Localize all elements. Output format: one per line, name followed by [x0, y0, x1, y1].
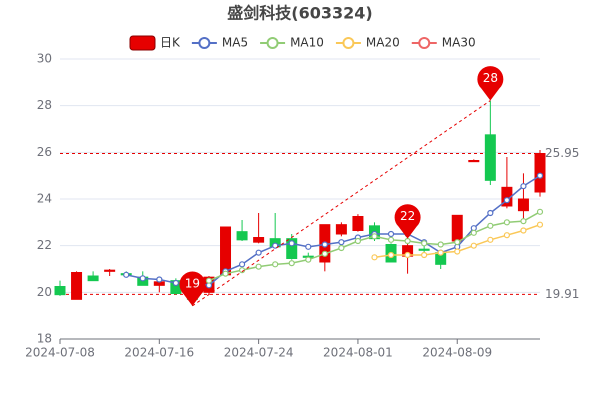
y-tick-label: 18 [37, 332, 52, 346]
candle-body [517, 198, 529, 212]
x-tick-label: 2024-08-09 [422, 346, 492, 360]
candle-body [220, 226, 232, 276]
ma-point [487, 236, 494, 243]
ma-point [520, 183, 527, 190]
ma-point [503, 197, 510, 204]
ma-point [338, 244, 345, 252]
legend-marker [418, 37, 431, 49]
mark-point [477, 66, 504, 101]
ma-point [321, 250, 328, 257]
ma-point [172, 279, 179, 287]
mark-line-label: 19.91 [545, 287, 579, 301]
ma-point [238, 261, 246, 268]
legend-label: MA5 [222, 36, 248, 50]
ma-point [338, 239, 345, 246]
ma-point [536, 208, 544, 215]
ma-point [536, 172, 544, 179]
candle-body [335, 224, 347, 235]
ma-point [520, 227, 527, 234]
ma-point [321, 241, 328, 248]
ma-point [288, 260, 295, 267]
ma-point [371, 254, 378, 261]
trend-line [192, 100, 491, 307]
y-tick-label: 26 [37, 145, 52, 159]
ma-point [437, 241, 444, 248]
ma-point [503, 219, 510, 226]
candle-body [286, 238, 298, 260]
candle-body [484, 134, 496, 181]
legend-label: MA20 [366, 36, 400, 50]
ma-point [354, 237, 362, 245]
ma-point [139, 275, 146, 282]
mark-point [394, 204, 421, 239]
ma-point [454, 239, 461, 246]
x-tick-label: 2024-07-08 [25, 346, 95, 360]
legend-icon [129, 35, 156, 51]
ma-point [454, 248, 461, 255]
legend-label: MA30 [442, 36, 476, 50]
ma-point [387, 251, 395, 259]
y-tick-label: 24 [37, 192, 52, 206]
ma-point [205, 277, 213, 284]
legend-label: MA10 [290, 36, 324, 50]
legend-marker [342, 37, 355, 49]
x-tick-label: 2024-07-24 [224, 346, 294, 360]
candle-body [253, 237, 265, 243]
ma-point [371, 233, 378, 240]
candle-body [87, 275, 99, 282]
ma-point [255, 263, 262, 270]
ma-point [520, 218, 527, 225]
ma-point [387, 236, 395, 243]
ma-point [470, 229, 477, 236]
chart-title: 盛剑科技(603324) [227, 4, 372, 23]
y-tick-label: 28 [37, 98, 52, 112]
legend-marker [266, 37, 279, 49]
ma-point [288, 240, 295, 247]
ma-point [387, 230, 395, 238]
candle-body [71, 272, 83, 300]
ma-point [238, 267, 246, 274]
ma-point [503, 232, 510, 239]
candle-body [451, 214, 463, 242]
candle-body [236, 231, 248, 241]
y-tick-label: 22 [37, 238, 52, 252]
ma-point [305, 243, 312, 250]
candle-body [418, 248, 430, 251]
mark-point-label: 28 [483, 71, 498, 85]
candle-body [352, 216, 364, 231]
ma-point [305, 256, 312, 263]
ma-point [536, 221, 544, 228]
ma-point [487, 209, 494, 217]
ma-point [404, 251, 411, 259]
x-tick-label: 2024-08-01 [323, 346, 393, 360]
mark-point-label: 19 [185, 276, 200, 290]
candle-body [468, 160, 480, 163]
legend-label: 日K [160, 36, 181, 50]
ma-point [421, 251, 428, 259]
mark-point-label: 22 [400, 209, 415, 223]
ma-point [255, 249, 262, 256]
mark-point [179, 271, 206, 306]
ma-point [487, 222, 494, 229]
legend-marker [198, 37, 211, 49]
candle-body [104, 269, 116, 272]
ma-point [222, 270, 229, 277]
y-tick-label: 20 [37, 285, 52, 299]
y-tick-label: 30 [37, 52, 52, 66]
ma-point [272, 261, 279, 268]
ma-point [470, 242, 477, 249]
ma-point [421, 240, 428, 247]
ma-point [272, 242, 279, 249]
x-tick-label: 2024-07-16 [124, 346, 194, 360]
ma-point [437, 249, 444, 256]
ma-point [123, 271, 130, 278]
candle-body [54, 286, 66, 296]
mark-line-label: 25.95 [545, 146, 579, 160]
ma-point [156, 276, 163, 283]
ma-point [404, 237, 411, 245]
